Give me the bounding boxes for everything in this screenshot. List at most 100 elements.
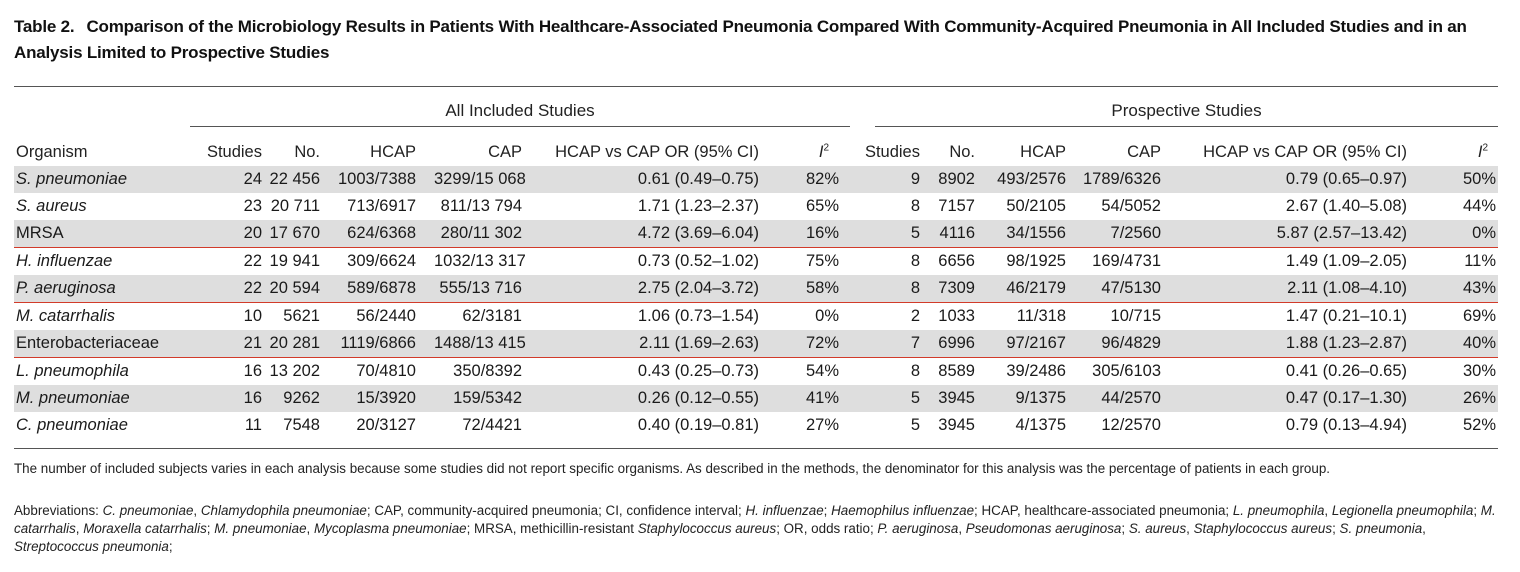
cell: 350/8392 bbox=[453, 362, 522, 380]
table-number: Table 2. bbox=[14, 17, 75, 36]
abbreviation-segment: ; bbox=[1473, 503, 1481, 518]
cell: 7157 bbox=[938, 197, 975, 215]
cell: 1.71 (1.23–2.37) bbox=[637, 197, 759, 215]
cell: 15/3920 bbox=[328, 385, 434, 412]
col-i2: I2 bbox=[818, 142, 829, 162]
abbreviation-segment: M. catarrhalis bbox=[14, 503, 1496, 536]
group-header-prospective: Prospective Studies bbox=[1111, 101, 1262, 120]
col-studies-pro: Studies bbox=[864, 143, 920, 161]
abbreviation-segment: ; MRSA, methicillin-resistant bbox=[466, 521, 638, 536]
cell: 159/5342 bbox=[434, 385, 546, 412]
cell: 20 594 bbox=[262, 275, 328, 303]
cell: 44% bbox=[1462, 197, 1496, 215]
cell: 62/3181 bbox=[462, 307, 522, 325]
cell: 11% bbox=[1464, 252, 1496, 270]
cell: 7/2560 bbox=[1080, 220, 1185, 248]
cell: 19 941 bbox=[269, 252, 320, 270]
cell: 20 281 bbox=[262, 330, 328, 358]
cell: 26% bbox=[1431, 385, 1498, 412]
table-title: Table 2. Comparison of the Microbiology R… bbox=[14, 14, 1504, 66]
cell: 8902 bbox=[920, 166, 983, 193]
cell: 7 bbox=[841, 330, 920, 358]
cell: 1789/6326 bbox=[1080, 166, 1185, 193]
cell: 0.79 (0.13–4.94) bbox=[1285, 416, 1407, 434]
table-row: Enterobacteriaceae 21 20 281 1119/6866 1488… bbox=[14, 330, 1498, 358]
abbreviation-segment: , bbox=[958, 521, 966, 536]
cell: 305/6103 bbox=[1092, 362, 1161, 380]
cell-organism: S. pneumoniae bbox=[14, 166, 186, 193]
cell: 16 bbox=[186, 385, 262, 412]
cell: 2.67 (1.40–5.08) bbox=[1285, 197, 1407, 215]
cell: 43% bbox=[1431, 275, 1498, 303]
cell: 22 bbox=[186, 275, 262, 303]
cell: 1003/7388 bbox=[328, 166, 434, 193]
col-organism: Organism bbox=[16, 143, 88, 161]
cell: 0.47 (0.17–1.30) bbox=[1185, 385, 1431, 412]
cell: 3945 bbox=[938, 416, 975, 434]
cell: 47/5130 bbox=[1080, 275, 1185, 303]
cell: 8589 bbox=[938, 362, 975, 380]
cell: 21 bbox=[186, 330, 262, 358]
cell: 9262 bbox=[262, 385, 328, 412]
cell: 97/2167 bbox=[983, 330, 1080, 358]
abbreviation-segment: Staphylococcus aureus bbox=[637, 521, 777, 536]
cell-organism: MRSA bbox=[14, 220, 186, 248]
header-row: Organism Studies No. HCAP CAP HCAP vs CA… bbox=[14, 139, 1498, 166]
cell: 6996 bbox=[920, 330, 983, 358]
cell: 1.47 (0.21–10.1) bbox=[1285, 307, 1407, 325]
cell-organism: L. pneumophila bbox=[16, 362, 129, 380]
cell: 2.75 (2.04–3.72) bbox=[546, 275, 781, 303]
cell: 0% bbox=[1431, 220, 1498, 248]
cell: 624/6368 bbox=[328, 220, 434, 248]
abbreviation-segment: Moraxella catarrhalis bbox=[83, 521, 207, 536]
cell: 0.26 (0.12–0.55) bbox=[546, 385, 781, 412]
cell: 9 bbox=[841, 166, 920, 193]
cell: 11/318 bbox=[1016, 307, 1066, 325]
cell-organism: H. influenzae bbox=[16, 252, 113, 270]
table-row: MRSA 20 17 670 624/6368 280/11 302 4.72 (3.6… bbox=[14, 220, 1498, 248]
abbreviation-segment: Mycoplasma pneumoniae bbox=[314, 521, 467, 536]
cell: 2.11 (1.69–2.63) bbox=[546, 330, 781, 358]
bottom-rule bbox=[14, 448, 1498, 449]
cell: 5 bbox=[841, 220, 920, 248]
abbreviation-segment: ; bbox=[206, 521, 215, 536]
cell: 22 bbox=[243, 252, 262, 270]
abbreviation-segment: ; bbox=[823, 503, 832, 518]
cell: 7309 bbox=[920, 275, 983, 303]
cell: 41% bbox=[781, 385, 841, 412]
cell: 23 bbox=[243, 197, 262, 215]
cell: 0.41 (0.26–0.65) bbox=[1285, 362, 1407, 380]
abbreviation-segment: Haemophilus influenzae bbox=[831, 503, 975, 518]
cell: 8 bbox=[910, 362, 920, 380]
cell: 34/1556 bbox=[983, 220, 1080, 248]
cell: 70/4810 bbox=[356, 362, 416, 380]
cell: 0% bbox=[815, 307, 839, 325]
abbreviation-segment: Abbreviations: bbox=[14, 503, 103, 518]
cell: 9/1375 bbox=[983, 385, 1080, 412]
cell: 2 bbox=[910, 307, 920, 325]
cell: 4/1375 bbox=[1015, 416, 1066, 434]
cell: 4.72 (3.69–6.04) bbox=[546, 220, 781, 248]
abbreviation-segment: ; bbox=[1332, 521, 1340, 536]
abbreviation-segment: ; bbox=[168, 539, 173, 554]
cell: 589/6878 bbox=[328, 275, 434, 303]
abbreviation-segment: C. pneumoniae bbox=[102, 503, 194, 518]
cell: 16 bbox=[243, 362, 262, 380]
col-or: HCAP vs CAP OR (95% CI) bbox=[555, 143, 759, 161]
results-table: Organism Studies No. HCAP CAP HCAP vs CA… bbox=[14, 139, 1498, 439]
cell: 1033 bbox=[938, 307, 975, 325]
col-cap-pro: CAP bbox=[1127, 143, 1161, 161]
table-row: H. influenzae 22 19 941 309/6624 1032/13 31… bbox=[14, 248, 1498, 276]
cell: 8 bbox=[910, 252, 920, 270]
abbreviation-segment: ; CAP, community-acquired pneumonia; CI,… bbox=[366, 503, 746, 518]
abbreviation-segment: M. pneumoniae bbox=[214, 521, 307, 536]
abbreviation-segment: , bbox=[1186, 521, 1194, 536]
cell: 72% bbox=[781, 330, 841, 358]
cell: 5621 bbox=[283, 307, 320, 325]
abbreviation-segment: Staphylococcus aureus bbox=[1193, 521, 1333, 536]
cell-organism: M. pneumoniae bbox=[14, 385, 186, 412]
cell: 75% bbox=[805, 252, 839, 270]
abbreviation-segment: , bbox=[75, 521, 84, 536]
table-caption: Comparison of the Microbiology Results i… bbox=[14, 17, 1467, 62]
abbreviation-segment: , bbox=[1324, 503, 1332, 518]
